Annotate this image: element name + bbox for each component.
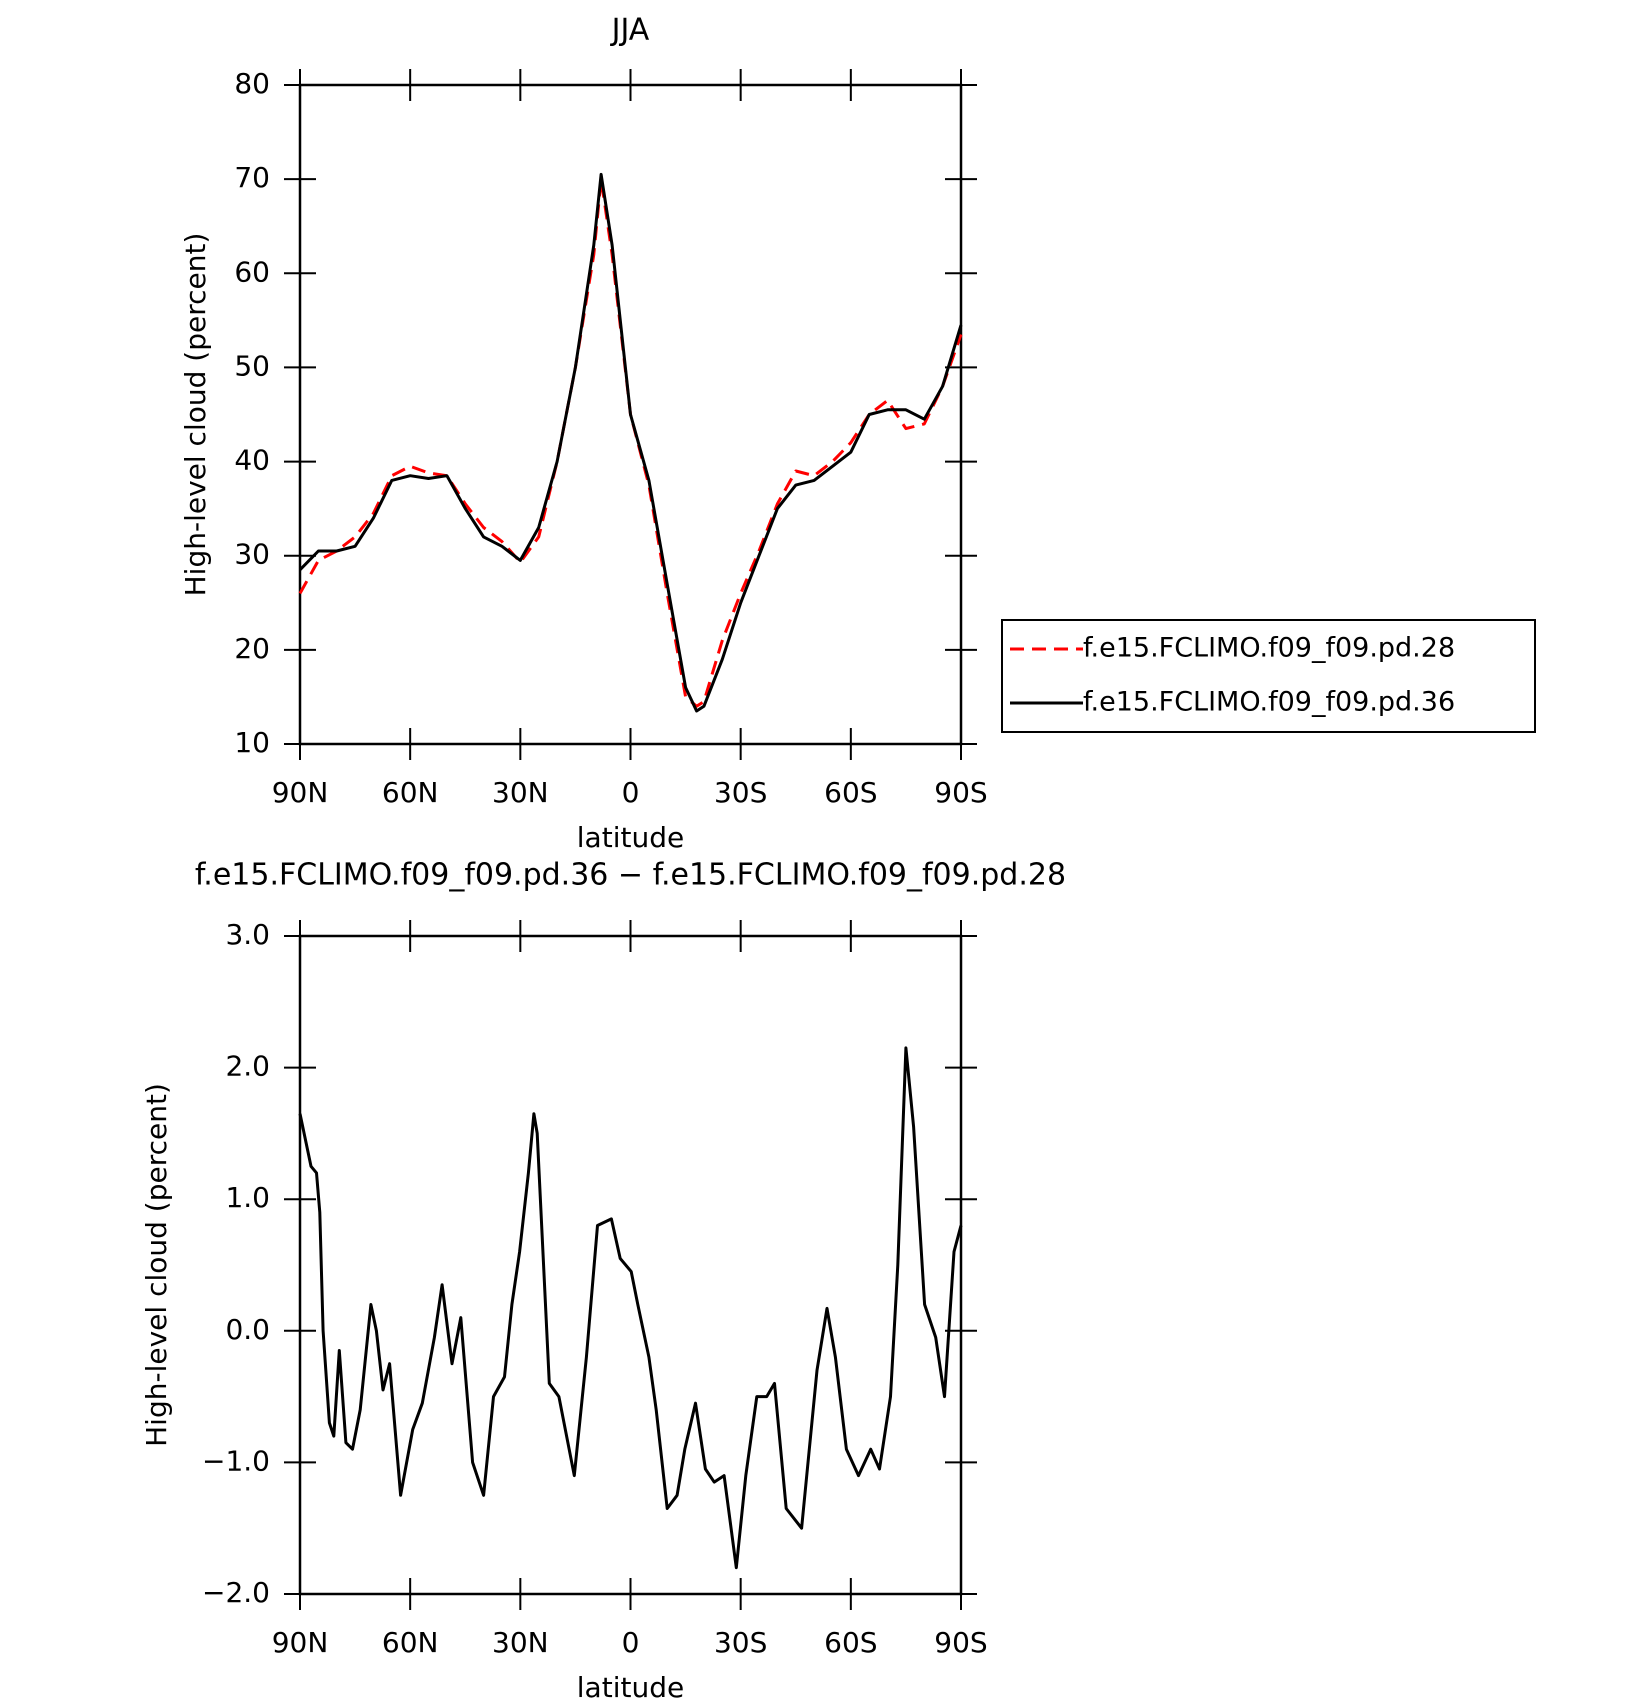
- y-tick-label: 50: [234, 349, 270, 382]
- y-tick-label: −1.0: [202, 1444, 270, 1477]
- y-tick-label: 60: [234, 255, 270, 288]
- x-tick-label: 30S: [714, 1626, 767, 1659]
- plot-frame: [298, 83, 963, 746]
- x-axis-label: latitude: [577, 821, 684, 854]
- x-tick-label: 60N: [382, 1626, 439, 1659]
- x-tick-label: 30S: [714, 776, 767, 809]
- x-tick-label: 0: [622, 1626, 640, 1659]
- y-tick-label: 30: [234, 538, 270, 571]
- x-tick-label: 0: [622, 776, 640, 809]
- y-tick-label: 80: [234, 67, 270, 100]
- y-tick-label: 70: [234, 161, 270, 194]
- y-tick-label: −2.0: [202, 1576, 270, 1609]
- chart-title: f.e15.FCLIMO.f09_f09.pd.36 − f.e15.FCLIM…: [195, 858, 1066, 893]
- chart-title: JJA: [610, 13, 650, 48]
- x-axis-label: latitude: [577, 1671, 684, 1704]
- y-tick-label: 1.0: [225, 1181, 270, 1214]
- legend-label: f.e15.FCLIMO.f09_f09.pd.28: [1083, 633, 1455, 664]
- legend-label: f.e15.FCLIMO.f09_f09.pd.36: [1083, 687, 1455, 718]
- data-line: [298, 172, 963, 713]
- x-tick-label: 90N: [272, 1626, 329, 1659]
- y-tick-label: 3.0: [225, 918, 270, 951]
- x-tick-label: 90S: [934, 1626, 987, 1659]
- x-tick-label: 60S: [824, 1626, 877, 1659]
- x-tick-label: 90S: [934, 776, 987, 809]
- x-tick-label: 60S: [824, 776, 877, 809]
- y-tick-label: 40: [234, 444, 270, 477]
- data-line: [298, 177, 963, 708]
- y-axis-label: High-level cloud (percent): [140, 1083, 173, 1447]
- y-tick-label: 0.0: [225, 1313, 270, 1346]
- y-tick-label: 10: [234, 726, 270, 759]
- y-tick-label: 20: [234, 632, 270, 665]
- y-tick-label: 2.0: [225, 1050, 270, 1083]
- y-axis-label: High-level cloud (percent): [179, 233, 212, 597]
- x-tick-label: 30N: [492, 776, 549, 809]
- x-tick-label: 30N: [492, 1626, 549, 1659]
- x-tick-label: 60N: [382, 776, 439, 809]
- plot-frame: [298, 934, 963, 1596]
- data-line: [298, 1046, 963, 1570]
- x-tick-label: 90N: [272, 776, 329, 809]
- legend-box: [1001, 619, 1536, 733]
